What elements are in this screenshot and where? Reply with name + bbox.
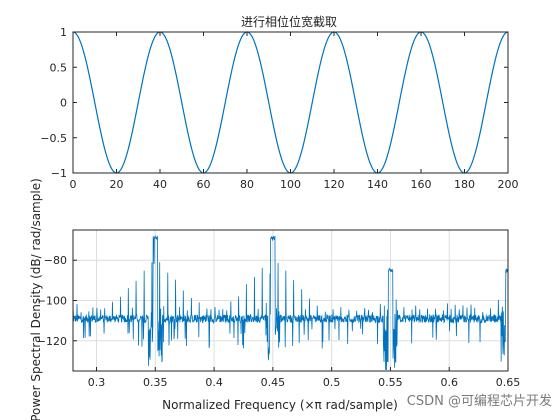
top-y-tick-label: 0 xyxy=(60,97,67,110)
time-domain-plot: 进行相位位宽截取 0 20 40 60 80 100 120 140 160 180 200 −1 −0… xyxy=(40,14,518,191)
top-x-tick-label: 60 xyxy=(197,178,211,191)
psd-x-tick-label: 0.35 xyxy=(143,376,168,389)
psd-plot-ticks: 0.3 0.35 0.4 0.45 0.5 0.55 0.6 0.65 −120 −100 −80 xyxy=(37,254,520,389)
psd-plot-grid xyxy=(73,230,509,371)
top-plot-title: 进行相位位宽截取 xyxy=(241,14,337,29)
top-x-tick-label: 100 xyxy=(280,178,301,191)
psd-x-axis-label: Normalized Frequency (×π rad/sample) xyxy=(162,398,398,412)
top-x-tick-label: 20 xyxy=(110,178,124,191)
top-x-tick-label: 120 xyxy=(324,178,345,191)
watermark: CSDN @可编程芯片开发 xyxy=(407,393,552,409)
top-y-tick-label: 0.5 xyxy=(50,61,68,74)
top-x-tick-label: 0 xyxy=(70,178,77,191)
psd-x-tick-label: 0.55 xyxy=(378,376,403,389)
psd-x-tick-label: 0.6 xyxy=(440,376,458,389)
psd-x-tick-label: 0.45 xyxy=(261,376,286,389)
psd-plot-series xyxy=(72,234,509,370)
psd-series-line xyxy=(72,234,509,370)
top-y-tick-label: 1 xyxy=(60,26,67,39)
psd-x-tick-label: 0.4 xyxy=(205,376,223,389)
top-y-tick-label: −1 xyxy=(51,167,67,180)
top-x-tick-label: 40 xyxy=(153,178,167,191)
top-plot-ticks: 0 20 40 60 80 100 120 140 160 180 200 −1 −0.5 0 0.5 1 xyxy=(40,26,518,191)
psd-plot: 0.3 0.35 0.4 0.45 0.5 0.55 0.6 0.65−120−100−80 … xyxy=(29,178,520,420)
psd-y-tick-label: −80 xyxy=(44,254,67,267)
top-x-tick-label: 140 xyxy=(367,178,388,191)
psd-y-axis-label: Power Spectral Density (dB/ rad/sample) xyxy=(29,178,43,420)
top-x-tick-label: 160 xyxy=(411,178,432,191)
top-x-tick-label: 200 xyxy=(498,178,519,191)
psd-x-tick-label: 0.65 xyxy=(496,376,521,389)
psd-x-tick-label: 0.5 xyxy=(323,376,341,389)
psd-y-tick-label: −120 xyxy=(37,335,67,348)
top-x-tick-label: 180 xyxy=(454,178,475,191)
psd-y-tick-label: −100 xyxy=(37,295,67,308)
top-x-tick-label: 80 xyxy=(240,178,254,191)
psd-x-tick-label: 0.3 xyxy=(88,376,106,389)
top-y-tick-label: −0.5 xyxy=(40,132,67,145)
